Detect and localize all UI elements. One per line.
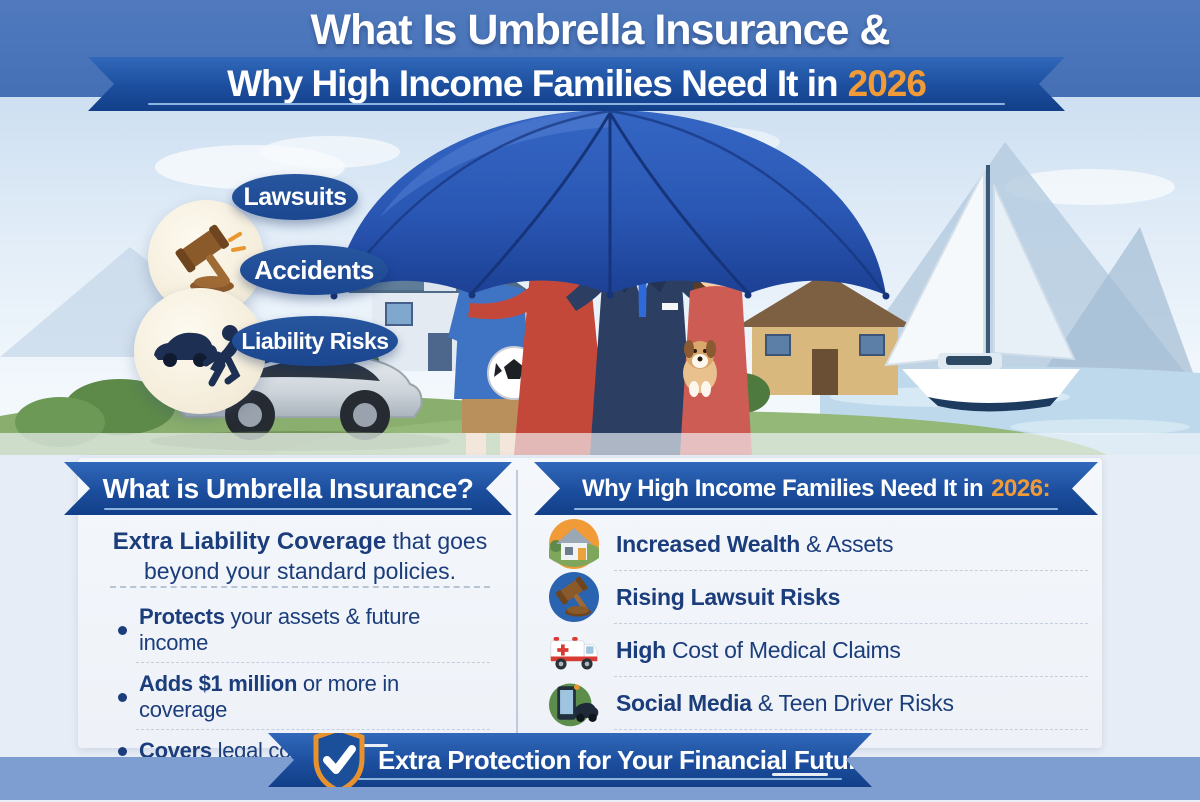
bullet-item: Protects your assets & future income [118, 596, 490, 662]
main-title-line1: What Is Umbrella Insurance & [310, 6, 891, 54]
gavel-icon [548, 571, 600, 623]
panel-divider [516, 470, 518, 736]
bullet-rest: or more in coverage [139, 671, 399, 722]
ribbon-underline [574, 508, 1058, 510]
intro-bold-text: Extra Liability Coverage [112, 528, 387, 555]
bullet-divider [136, 729, 490, 730]
item-divider [614, 623, 1088, 624]
risk-bubble-liability: Liability Risks [232, 316, 398, 366]
item-bold: Increased Wealth [616, 530, 800, 557]
bullet-dot-icon [118, 746, 127, 756]
right-panel-title-ribbon: Why High Income Families Need It in 2026… [534, 462, 1098, 515]
ribbon-underline [358, 778, 842, 780]
bubble-label: Liability Risks [241, 327, 389, 354]
item-bold: Social Media [616, 689, 752, 716]
bubble-label: Accidents [254, 254, 374, 285]
puppy-icon [683, 340, 717, 397]
ribbon-dash [772, 773, 828, 776]
bullet-divider [136, 662, 490, 663]
bubble-label: Lawsuits [243, 182, 347, 211]
intro-divider [110, 586, 490, 588]
right-panel-items: Increased Wealth & Assets Rising Lawsuit… [548, 518, 1088, 730]
illustration-scene [0, 99, 1200, 455]
main-title-year: 2026 [847, 63, 926, 104]
intro-rest-text: that goes beyond your standard policies. [144, 528, 488, 584]
left-panel-intro: Extra Liability Coverage that goes beyon… [105, 527, 495, 586]
bullet-item: Adds $1 million or more in coverage [118, 663, 490, 729]
shield-check-icon [308, 725, 370, 795]
list-item: Rising Lawsuit Risks [548, 571, 1088, 623]
item-divider [614, 729, 1088, 730]
bullet-dot-icon [118, 625, 127, 635]
item-bold: High [616, 636, 666, 663]
right-panel-title-year: 2026: [991, 474, 1051, 502]
bullet-bold: Protects [139, 604, 225, 629]
item-rest: Cost of Medical Claims [665, 636, 901, 663]
umbrella-icon [330, 99, 890, 300]
left-panel-title: What is Umbrella Insurance? [102, 472, 474, 504]
list-item: High Cost of Medical Claims [548, 624, 1088, 676]
ribbon-underline [148, 103, 1005, 105]
item-divider [614, 676, 1088, 677]
phone-teen-driver-icon [548, 677, 600, 729]
house-icon [548, 518, 600, 570]
list-item: Increased Wealth & Assets [548, 518, 1088, 570]
left-panel-title-ribbon: What is Umbrella Insurance? [64, 462, 512, 515]
bullet-dot-icon [118, 692, 127, 702]
list-item: Social Media & Teen Driver Risks [548, 677, 1088, 729]
footer-text: Extra Protection for Your Financial Futu… [378, 744, 872, 775]
risk-bubble-accidents: Accidents [240, 245, 388, 295]
ribbon-underline [104, 508, 472, 510]
ambulance-icon [548, 624, 600, 676]
footer-ribbon: Extra Protection for Your Financial Futu… [268, 733, 872, 787]
item-rest: & Assets [799, 530, 894, 557]
bullet-bold: Adds $1 million [139, 671, 298, 696]
bullet-rest: your assets & future income [139, 604, 421, 655]
header-ribbon: Why High Income Families Need It in 2026 [88, 57, 1065, 111]
sailboat-icon [884, 165, 1080, 412]
right-panel-title: Why High Income Families Need It in [581, 474, 984, 502]
item-rest: & Teen Driver Risks [751, 689, 954, 716]
item-divider [614, 570, 1088, 571]
item-bold: Rising Lawsuit Risks [616, 583, 841, 610]
main-title-line2: Why High Income Families Need It in [227, 63, 838, 104]
risk-bubble-lawsuits: Lawsuits [232, 174, 358, 220]
